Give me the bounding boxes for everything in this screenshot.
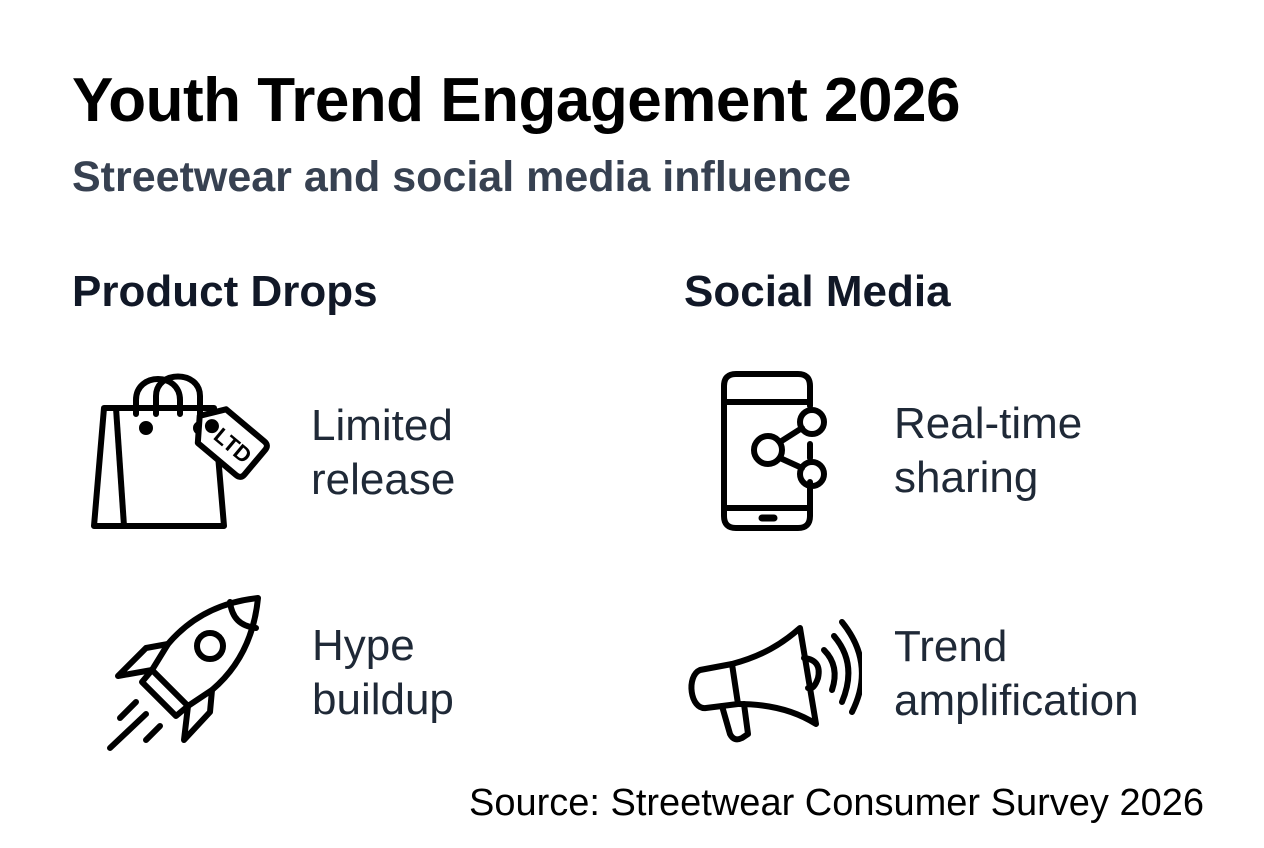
section-heading-product-drops: Product Drops <box>72 267 378 316</box>
megaphone-icon <box>688 619 862 743</box>
item-real-time-sharing: Real-time sharing <box>718 370 1082 532</box>
item-hype-buildup: Hype buildup <box>100 590 454 755</box>
item-label: Limited release <box>311 401 456 504</box>
page-title: Youth Trend Engagement 2026 <box>72 66 960 135</box>
section-heading-social-media: Social Media <box>684 267 951 316</box>
shopping-bag-ltd-tag-icon: LTD <box>91 373 270 529</box>
page-subtitle: Streetwear and social media influence <box>72 153 852 201</box>
item-label: Trend amplification <box>894 622 1139 725</box>
smartphone-share-icon <box>721 371 827 531</box>
item-label: Real-time sharing <box>894 399 1083 502</box>
source-note: Source: Streetwear Consumer Survey 2026 <box>468 782 1204 824</box>
item-trend-amplification: Trend amplification <box>682 604 1139 744</box>
rocket-icon <box>107 595 261 751</box>
item-label: Hype buildup <box>312 620 454 724</box>
item-limited-release: LTD Limited release <box>88 368 455 538</box>
